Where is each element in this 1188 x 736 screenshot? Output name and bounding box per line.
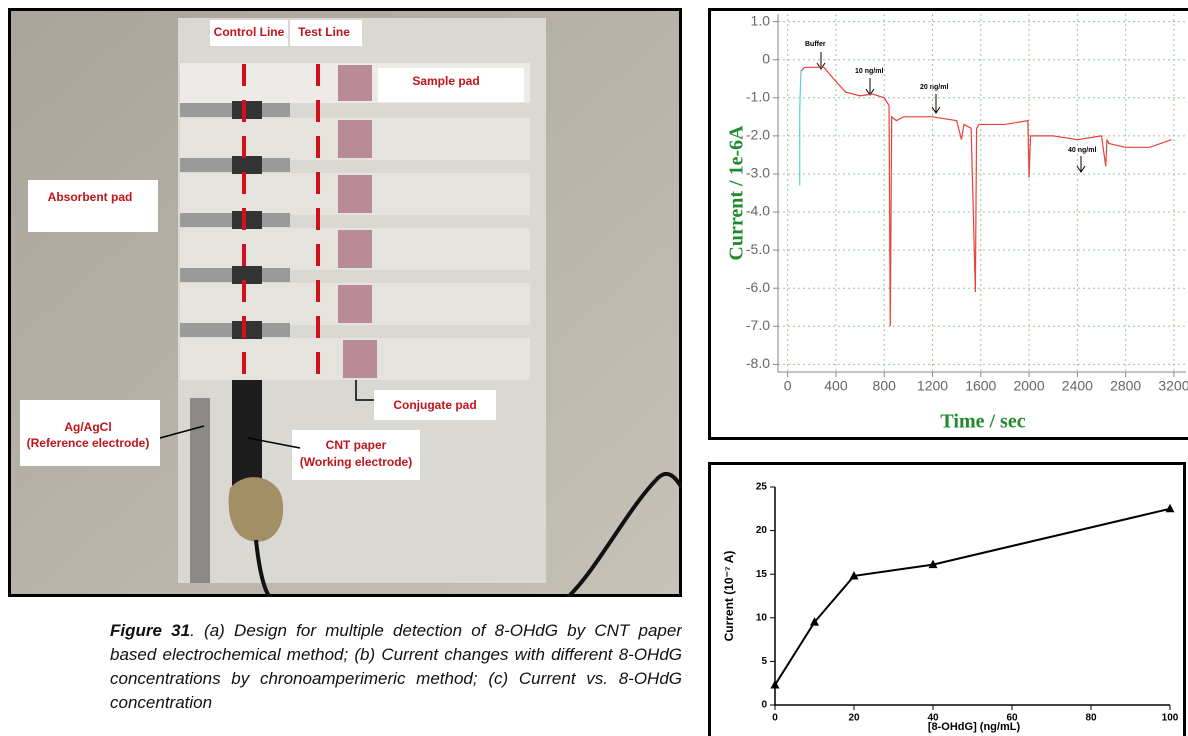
photo-label: Sample pad — [412, 74, 479, 88]
photo-label: Conjugate pad — [393, 398, 476, 412]
y-tick-label: -1.0 — [746, 88, 770, 104]
y-axis-label: Current / 1e-6A — [726, 125, 748, 261]
caption: Figure 31. (a) Design for multiple detec… — [110, 619, 682, 736]
annotation: Buffer — [805, 41, 826, 48]
y-tick-label: 20 — [756, 525, 768, 536]
y-tick-label: -8.0 — [746, 355, 770, 371]
caption-text: . (a) Design for multiple detection of 8… — [110, 621, 682, 712]
marker — [770, 679, 780, 689]
strips — [180, 63, 682, 597]
annotation: 40 ng/ml — [1068, 147, 1096, 154]
chart-c: Current (10⁻⁷ A) [8-OHdG] (ng/mL) 0 5 10 15… — [708, 462, 1186, 736]
line-markers — [242, 64, 320, 380]
axis — [777, 14, 1186, 373]
x-axis-label: Time / sec — [940, 411, 1025, 433]
y-tick-label: -5.0 — [746, 241, 770, 257]
photo-label: CNT paper — [326, 438, 387, 452]
x-tick-label: 3200 — [1158, 378, 1188, 394]
y-tick-label: 1.0 — [751, 12, 771, 28]
y-tick-label: 10 — [756, 612, 768, 623]
marker — [1165, 503, 1175, 513]
y-tick-label: -7.0 — [746, 317, 770, 333]
marker — [810, 617, 819, 626]
panel-frame — [708, 462, 1186, 736]
x-axis-label: [8-OHdG] (ng/mL) — [928, 721, 1021, 733]
x-tick-label: 40 — [927, 713, 939, 724]
x-tick-label: 2800 — [1110, 378, 1141, 394]
x-tick-label: 0 — [784, 378, 792, 394]
photo-label: Test Line — [298, 25, 350, 39]
x-tick-label: 20 — [848, 713, 860, 724]
x-tick-label: 100 — [1162, 713, 1179, 724]
panel-frame — [708, 8, 1188, 440]
axis — [774, 487, 1170, 706]
x-tick-label: 800 — [873, 378, 897, 394]
photo-label: Control Line — [214, 25, 285, 39]
x-tick-label: 80 — [1085, 713, 1097, 724]
y-tick-label: 0 — [761, 700, 767, 711]
photo-label: Ag/AgCl — [64, 420, 111, 434]
y-axis-label: Current (10⁻⁷ A) — [722, 551, 736, 642]
y-tick-label: -4.0 — [746, 203, 770, 219]
y-tick-label: 15 — [756, 569, 768, 580]
y-tick-label: -6.0 — [746, 279, 770, 295]
photo-label: (Working electrode) — [300, 455, 412, 469]
data-line — [799, 71, 802, 186]
photo-panel: Control Line Test Line Sample pad Absorb… — [8, 8, 682, 597]
x-tick-label: 0 — [772, 713, 778, 724]
photo-label: (Reference electrode) — [27, 436, 150, 450]
x-tick-label: 2000 — [1013, 378, 1044, 394]
y-tick-label: -2.0 — [746, 127, 770, 143]
y-tick-label: 25 — [756, 482, 768, 493]
x-tick-label: 400 — [824, 378, 848, 394]
marker — [928, 559, 938, 569]
annotations: Buffer 10 ng/ml 20 ng/ml 40 ng/ml — [805, 41, 1096, 173]
y-tick-label: 5 — [761, 656, 767, 667]
x-tick-label: 1200 — [917, 378, 948, 394]
y-tick-label: -3.0 — [746, 165, 770, 181]
x-tick-label: 60 — [1006, 713, 1018, 724]
leader-lines — [159, 380, 374, 449]
data-line — [800, 66, 1172, 327]
annotation: 20 ng/ml — [920, 84, 948, 91]
x-tick-label: 1600 — [965, 378, 996, 394]
annotation: 10 ng/ml — [855, 68, 883, 75]
x-tick-label: 2400 — [1062, 378, 1093, 394]
label-boxes — [20, 20, 524, 480]
photo-label: Absorbent pad — [48, 190, 133, 204]
y-tick-label: 0 — [762, 50, 770, 66]
marker — [849, 570, 859, 580]
caption-label: Figure 31 — [110, 621, 191, 640]
chart-b: Buffer 10 ng/ml 20 ng/ml 40 ng/ml Curren… — [708, 8, 1188, 440]
